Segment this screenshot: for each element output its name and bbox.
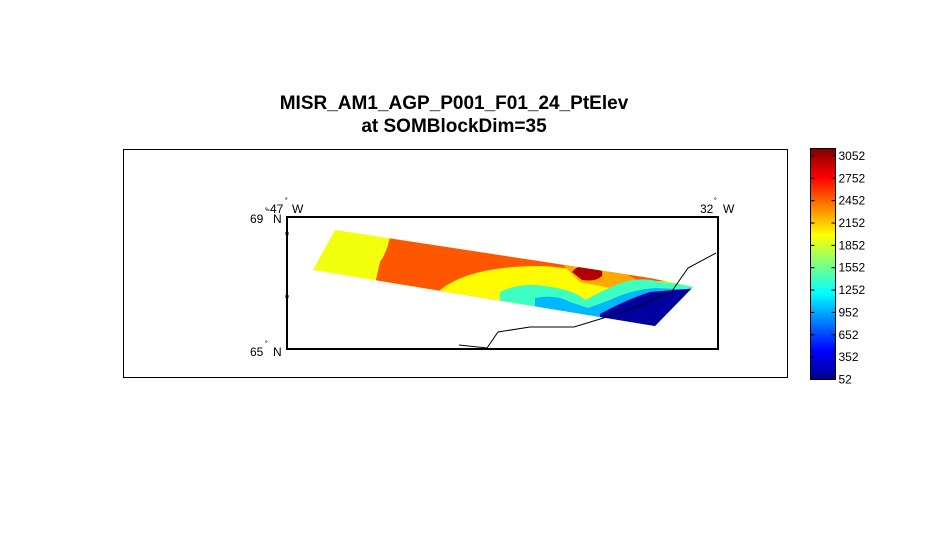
map-tick-mark xyxy=(285,232,289,235)
zone-coastal-lowland xyxy=(600,288,693,326)
colorbar-tick-label: 352 xyxy=(839,350,859,364)
lon-label-east-value: 32 xyxy=(700,202,714,216)
lon-label-west-value: -47 xyxy=(266,202,284,216)
lat-label-north: 69 ˚ N xyxy=(250,207,282,226)
degree-mark: ˚ xyxy=(714,197,717,207)
degree-mark: ˚ xyxy=(265,207,268,217)
map-bounding-box xyxy=(286,216,719,350)
colorbar-tick-label: 1552 xyxy=(839,261,866,275)
colorbar-tick-label: 52 xyxy=(839,373,853,387)
colorbar-tick-label: 1252 xyxy=(839,283,866,297)
lat-label-north-suffix: N xyxy=(273,212,282,226)
lon-label-east: 32 ˚ W xyxy=(700,197,735,216)
colorbar-tick-label: 1852 xyxy=(839,238,866,252)
lon-label-west: -47 ˚ W xyxy=(266,197,304,216)
coastline xyxy=(458,252,717,349)
lat-label-south-suffix: N xyxy=(273,345,282,359)
colorbar-tick-label: 2152 xyxy=(839,216,866,230)
lat-label-north-value: 69 xyxy=(250,212,264,226)
lat-label-south-value: 65 xyxy=(250,345,264,359)
map-tick-mark xyxy=(285,295,289,298)
colorbar-tick-label: 952 xyxy=(839,305,859,319)
colorbar-tick-label: 3052 xyxy=(839,149,866,163)
degree-mark: ˚ xyxy=(285,197,288,207)
degree-mark: ˚ xyxy=(265,340,268,350)
colorbar-tick-label: 2752 xyxy=(839,171,866,185)
lon-label-west-suffix: W xyxy=(292,202,304,216)
colorbar-ticks: 3052 2752 2452 2152 1852 1552 1252 952 652 352 52 xyxy=(810,149,866,387)
chart-title: MISR_AM1_AGP_P001_F01_24_PtElev at SOMBl… xyxy=(200,92,708,138)
chart-title-line-2: at SOMBlockDim=35 xyxy=(361,116,547,137)
colorbar-tick-label: 2452 xyxy=(839,194,866,208)
chart-title-line-1: MISR_AM1_AGP_P001_F01_24_PtElev xyxy=(279,93,629,114)
colorbar-tick-label: 652 xyxy=(839,328,859,342)
colorbar xyxy=(810,148,836,380)
lat-label-south: 65 ˚ N xyxy=(250,340,282,359)
lon-label-east-suffix: W xyxy=(723,202,735,216)
